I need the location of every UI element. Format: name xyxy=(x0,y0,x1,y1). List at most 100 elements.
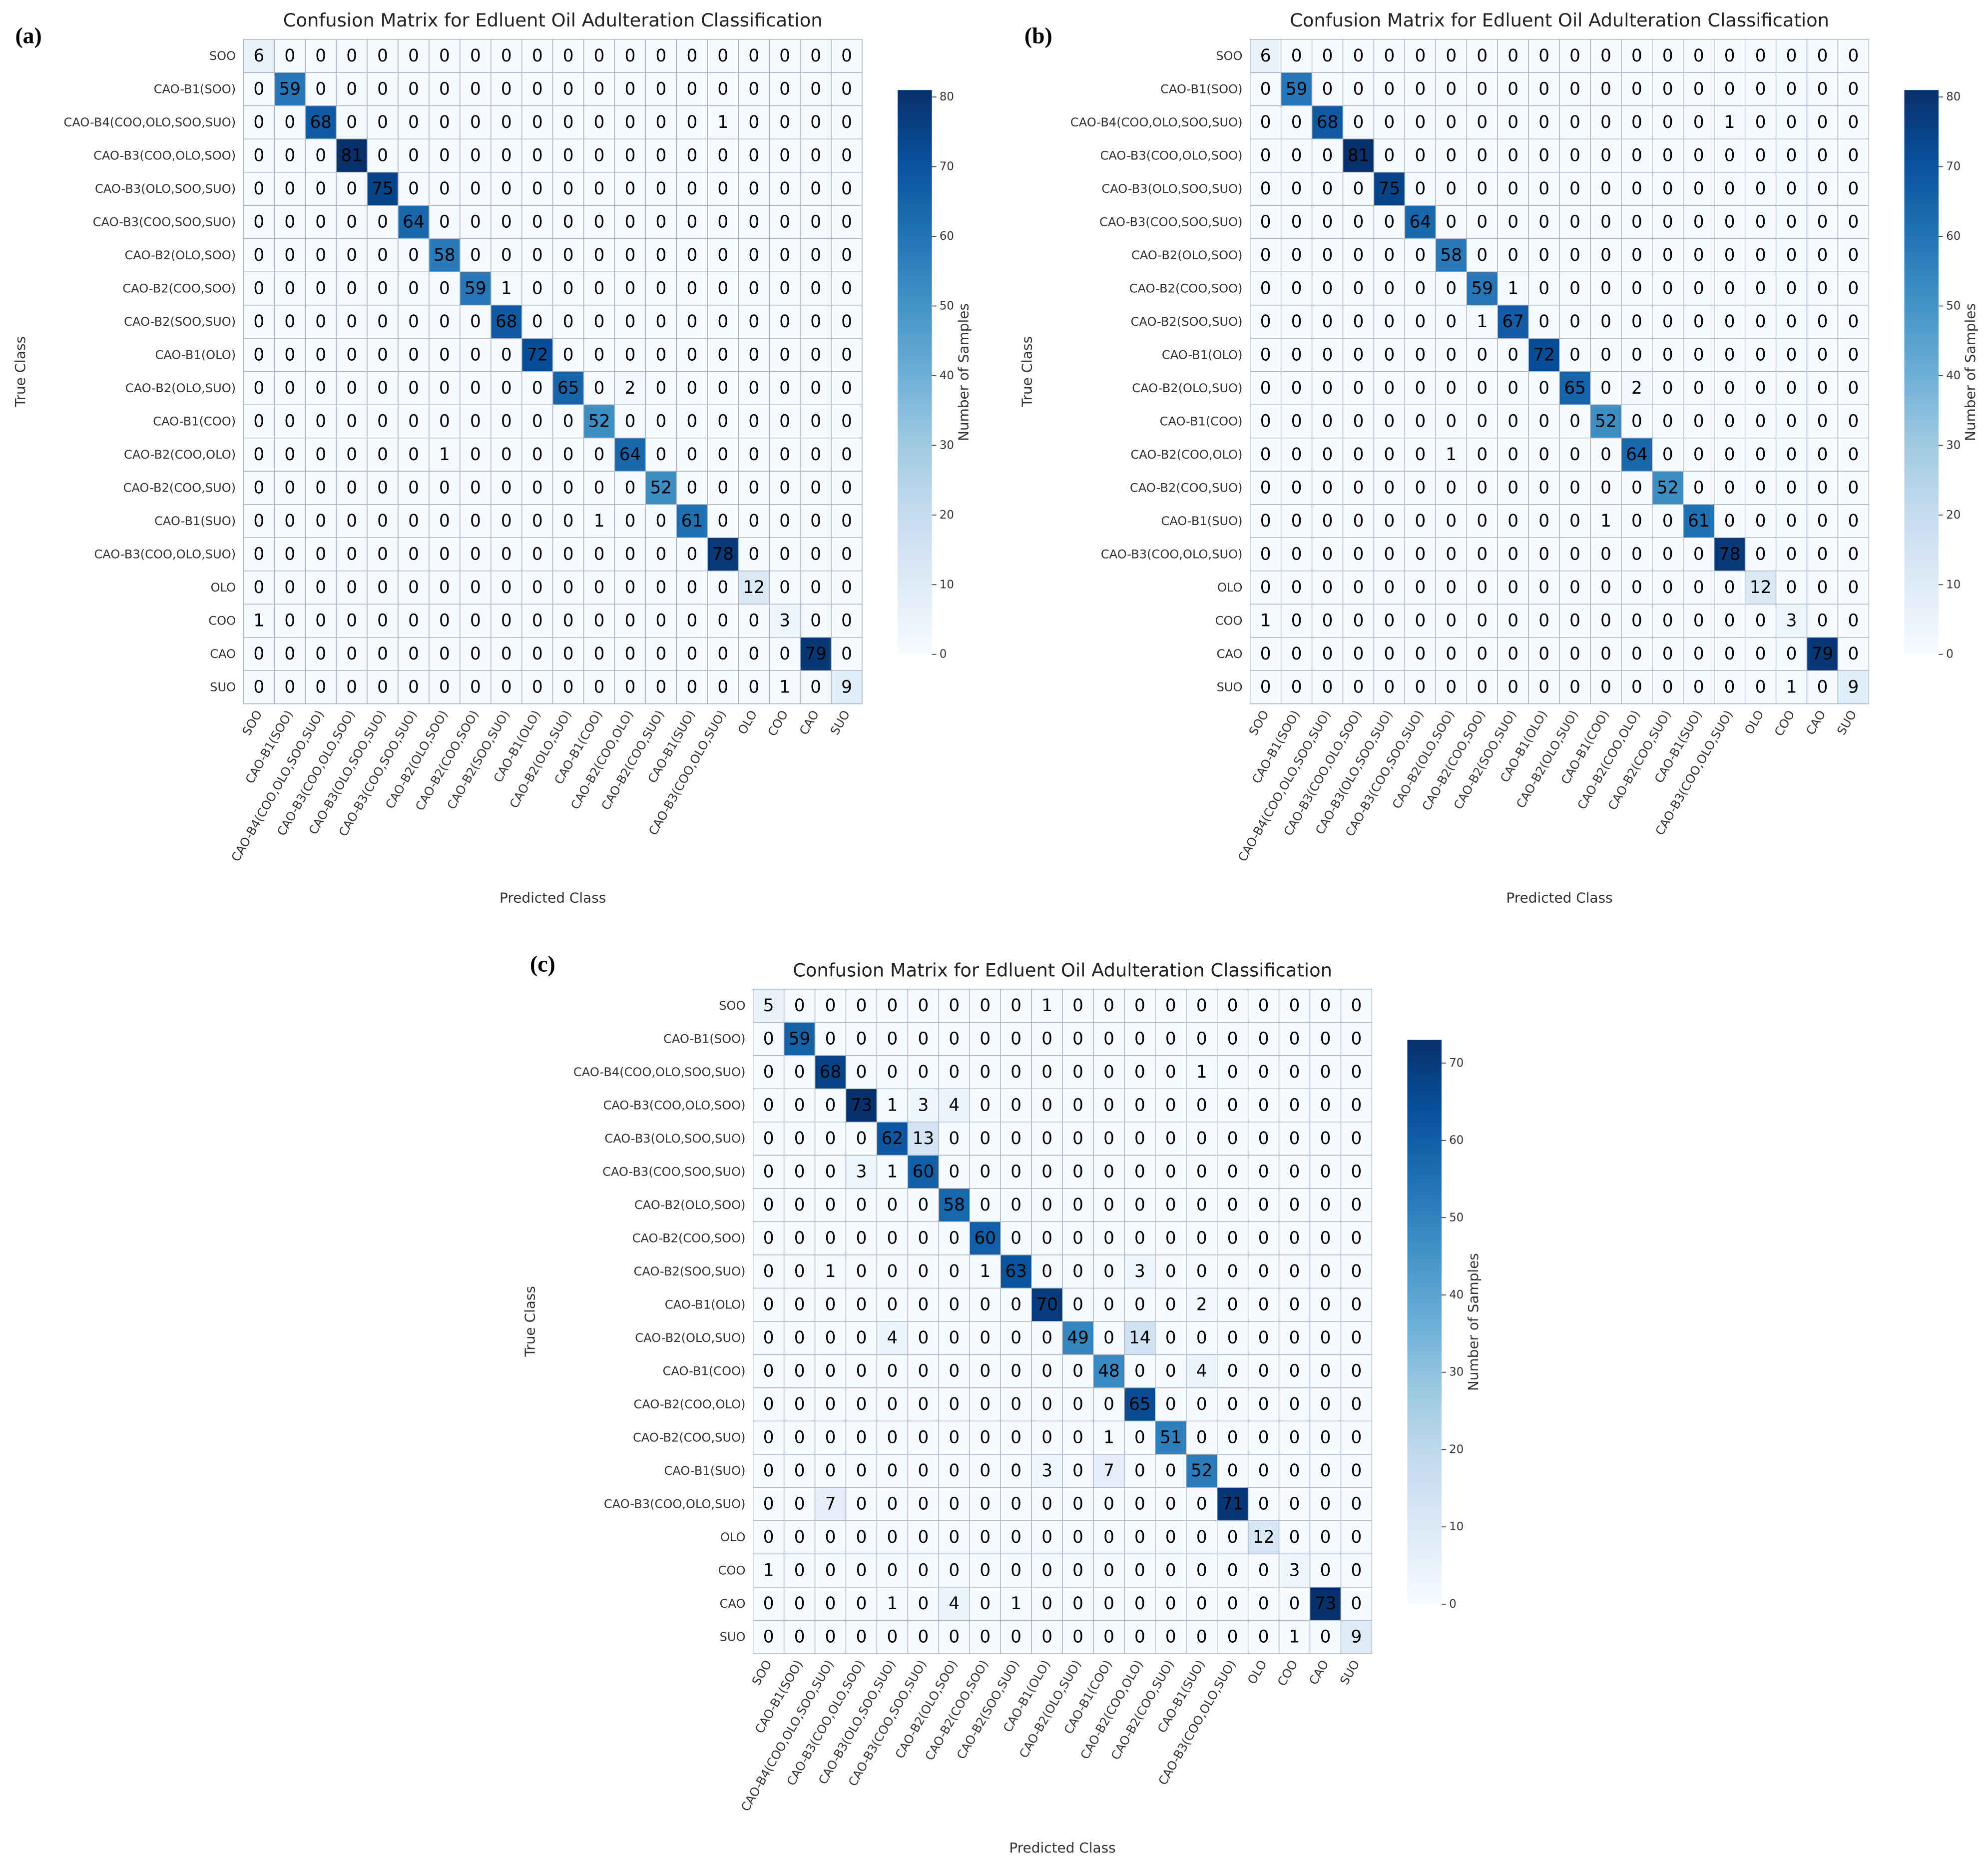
cell xyxy=(274,271,306,306)
cell xyxy=(1497,105,1529,139)
cell xyxy=(907,1022,940,1056)
cell-value: 0 xyxy=(980,1561,991,1581)
cell-value: 0 xyxy=(1227,1129,1238,1149)
cell-value: 0 xyxy=(1322,179,1333,199)
cell-value: 0 xyxy=(656,145,667,165)
cell-value: 9 xyxy=(1351,1627,1362,1647)
cell xyxy=(845,1620,878,1654)
cell-value: 0 xyxy=(1134,1627,1145,1647)
cell xyxy=(1683,338,1715,372)
cell xyxy=(707,72,739,106)
cell-value: 0 xyxy=(980,1195,991,1215)
cell-value: 0 xyxy=(1446,345,1457,365)
cell-value: 0 xyxy=(856,1229,867,1248)
x-tick-label: COO xyxy=(1275,1658,1301,1688)
cell-value: 0 xyxy=(501,611,512,630)
cell xyxy=(1062,1587,1094,1621)
cell-value: 0 xyxy=(1477,544,1488,564)
cell-value: 75 xyxy=(1379,179,1401,199)
cell xyxy=(831,437,863,472)
cell-value: 0 xyxy=(1446,179,1457,199)
cell-value: 73 xyxy=(851,1096,873,1116)
cell xyxy=(876,1155,909,1189)
cell-value: 0 xyxy=(887,1062,898,1082)
cell-value: 0 xyxy=(377,345,388,365)
cell xyxy=(738,504,770,538)
cell xyxy=(707,138,739,173)
cell xyxy=(336,238,368,272)
cell xyxy=(614,570,646,605)
cell xyxy=(336,604,368,638)
cell-value: 0 xyxy=(1103,1394,1114,1414)
colorbar-tick-label: 20 xyxy=(1946,509,1961,522)
cell xyxy=(274,38,306,73)
cell-value: 0 xyxy=(625,79,636,99)
cell-value: 0 xyxy=(1384,46,1395,66)
cell xyxy=(583,238,615,272)
cell-value: 0 xyxy=(1134,1361,1145,1381)
cell-value: 0 xyxy=(1291,378,1302,398)
cell-value: 0 xyxy=(856,1029,867,1049)
cell-value: 0 xyxy=(1600,46,1611,66)
cell-value: 0 xyxy=(439,611,450,630)
cell-value: 0 xyxy=(625,478,636,498)
cell-value: 0 xyxy=(748,478,759,498)
cell-value: 0 xyxy=(1724,378,1735,398)
cell-value: 0 xyxy=(1041,1328,1052,1348)
cell-value: 0 xyxy=(408,46,419,66)
cell-value: 0 xyxy=(1227,1295,1238,1315)
cell xyxy=(1652,604,1684,638)
cell-value: 0 xyxy=(1291,112,1302,132)
cell xyxy=(583,138,615,173)
cell-value: 0 xyxy=(1631,46,1642,66)
cell-value: 0 xyxy=(1569,445,1580,465)
cell xyxy=(907,1055,940,1090)
cell xyxy=(274,338,306,372)
cell xyxy=(1652,38,1684,73)
cell xyxy=(1497,471,1529,505)
cell xyxy=(707,338,739,372)
y-tick-label: CAO-B3(COO,SOO,SUO) xyxy=(602,1165,745,1179)
cell xyxy=(491,271,522,306)
cell-value: 0 xyxy=(1507,46,1518,66)
cell-value: 0 xyxy=(1848,212,1859,232)
cell xyxy=(491,72,522,106)
cell-value: 0 xyxy=(1322,478,1333,498)
cell-value: 0 xyxy=(748,112,759,132)
cell-value: 0 xyxy=(949,1162,960,1182)
cell-value: 0 xyxy=(315,478,326,498)
cell xyxy=(1216,1387,1249,1422)
cell-value: 9 xyxy=(1848,677,1859,697)
cell-value: 0 xyxy=(1227,1195,1238,1215)
cell xyxy=(1280,636,1313,671)
cell xyxy=(491,238,522,272)
cell-value: 0 xyxy=(779,79,790,99)
cell-value: 4 xyxy=(949,1096,960,1116)
cell-value: 6 xyxy=(253,46,264,66)
cell xyxy=(1744,670,1777,704)
cell-value: 0 xyxy=(1755,345,1766,365)
cell xyxy=(783,1587,816,1621)
cell-value: 0 xyxy=(1415,445,1426,465)
x-tick-label: CAO xyxy=(797,708,822,737)
cell xyxy=(1713,205,1746,239)
y-tick-label: COO xyxy=(1215,614,1243,627)
cell-value: 0 xyxy=(841,112,852,132)
cell xyxy=(831,271,863,306)
cell-value: 0 xyxy=(763,1162,774,1182)
cell xyxy=(1744,437,1777,472)
cell xyxy=(1340,1487,1373,1521)
cell xyxy=(783,989,816,1023)
cell-value: 0 xyxy=(856,1428,867,1448)
cell-value: 0 xyxy=(501,345,512,365)
cell-value: 0 xyxy=(563,79,574,99)
cell-value: 0 xyxy=(284,578,295,598)
cell xyxy=(491,604,522,638)
cell xyxy=(1466,404,1498,439)
cell xyxy=(614,138,646,173)
cell-value: 0 xyxy=(763,1527,774,1547)
cell xyxy=(938,1553,971,1588)
cell xyxy=(1837,604,1870,638)
cell-value: 0 xyxy=(1353,345,1364,365)
cell-value: 59 xyxy=(279,79,301,99)
